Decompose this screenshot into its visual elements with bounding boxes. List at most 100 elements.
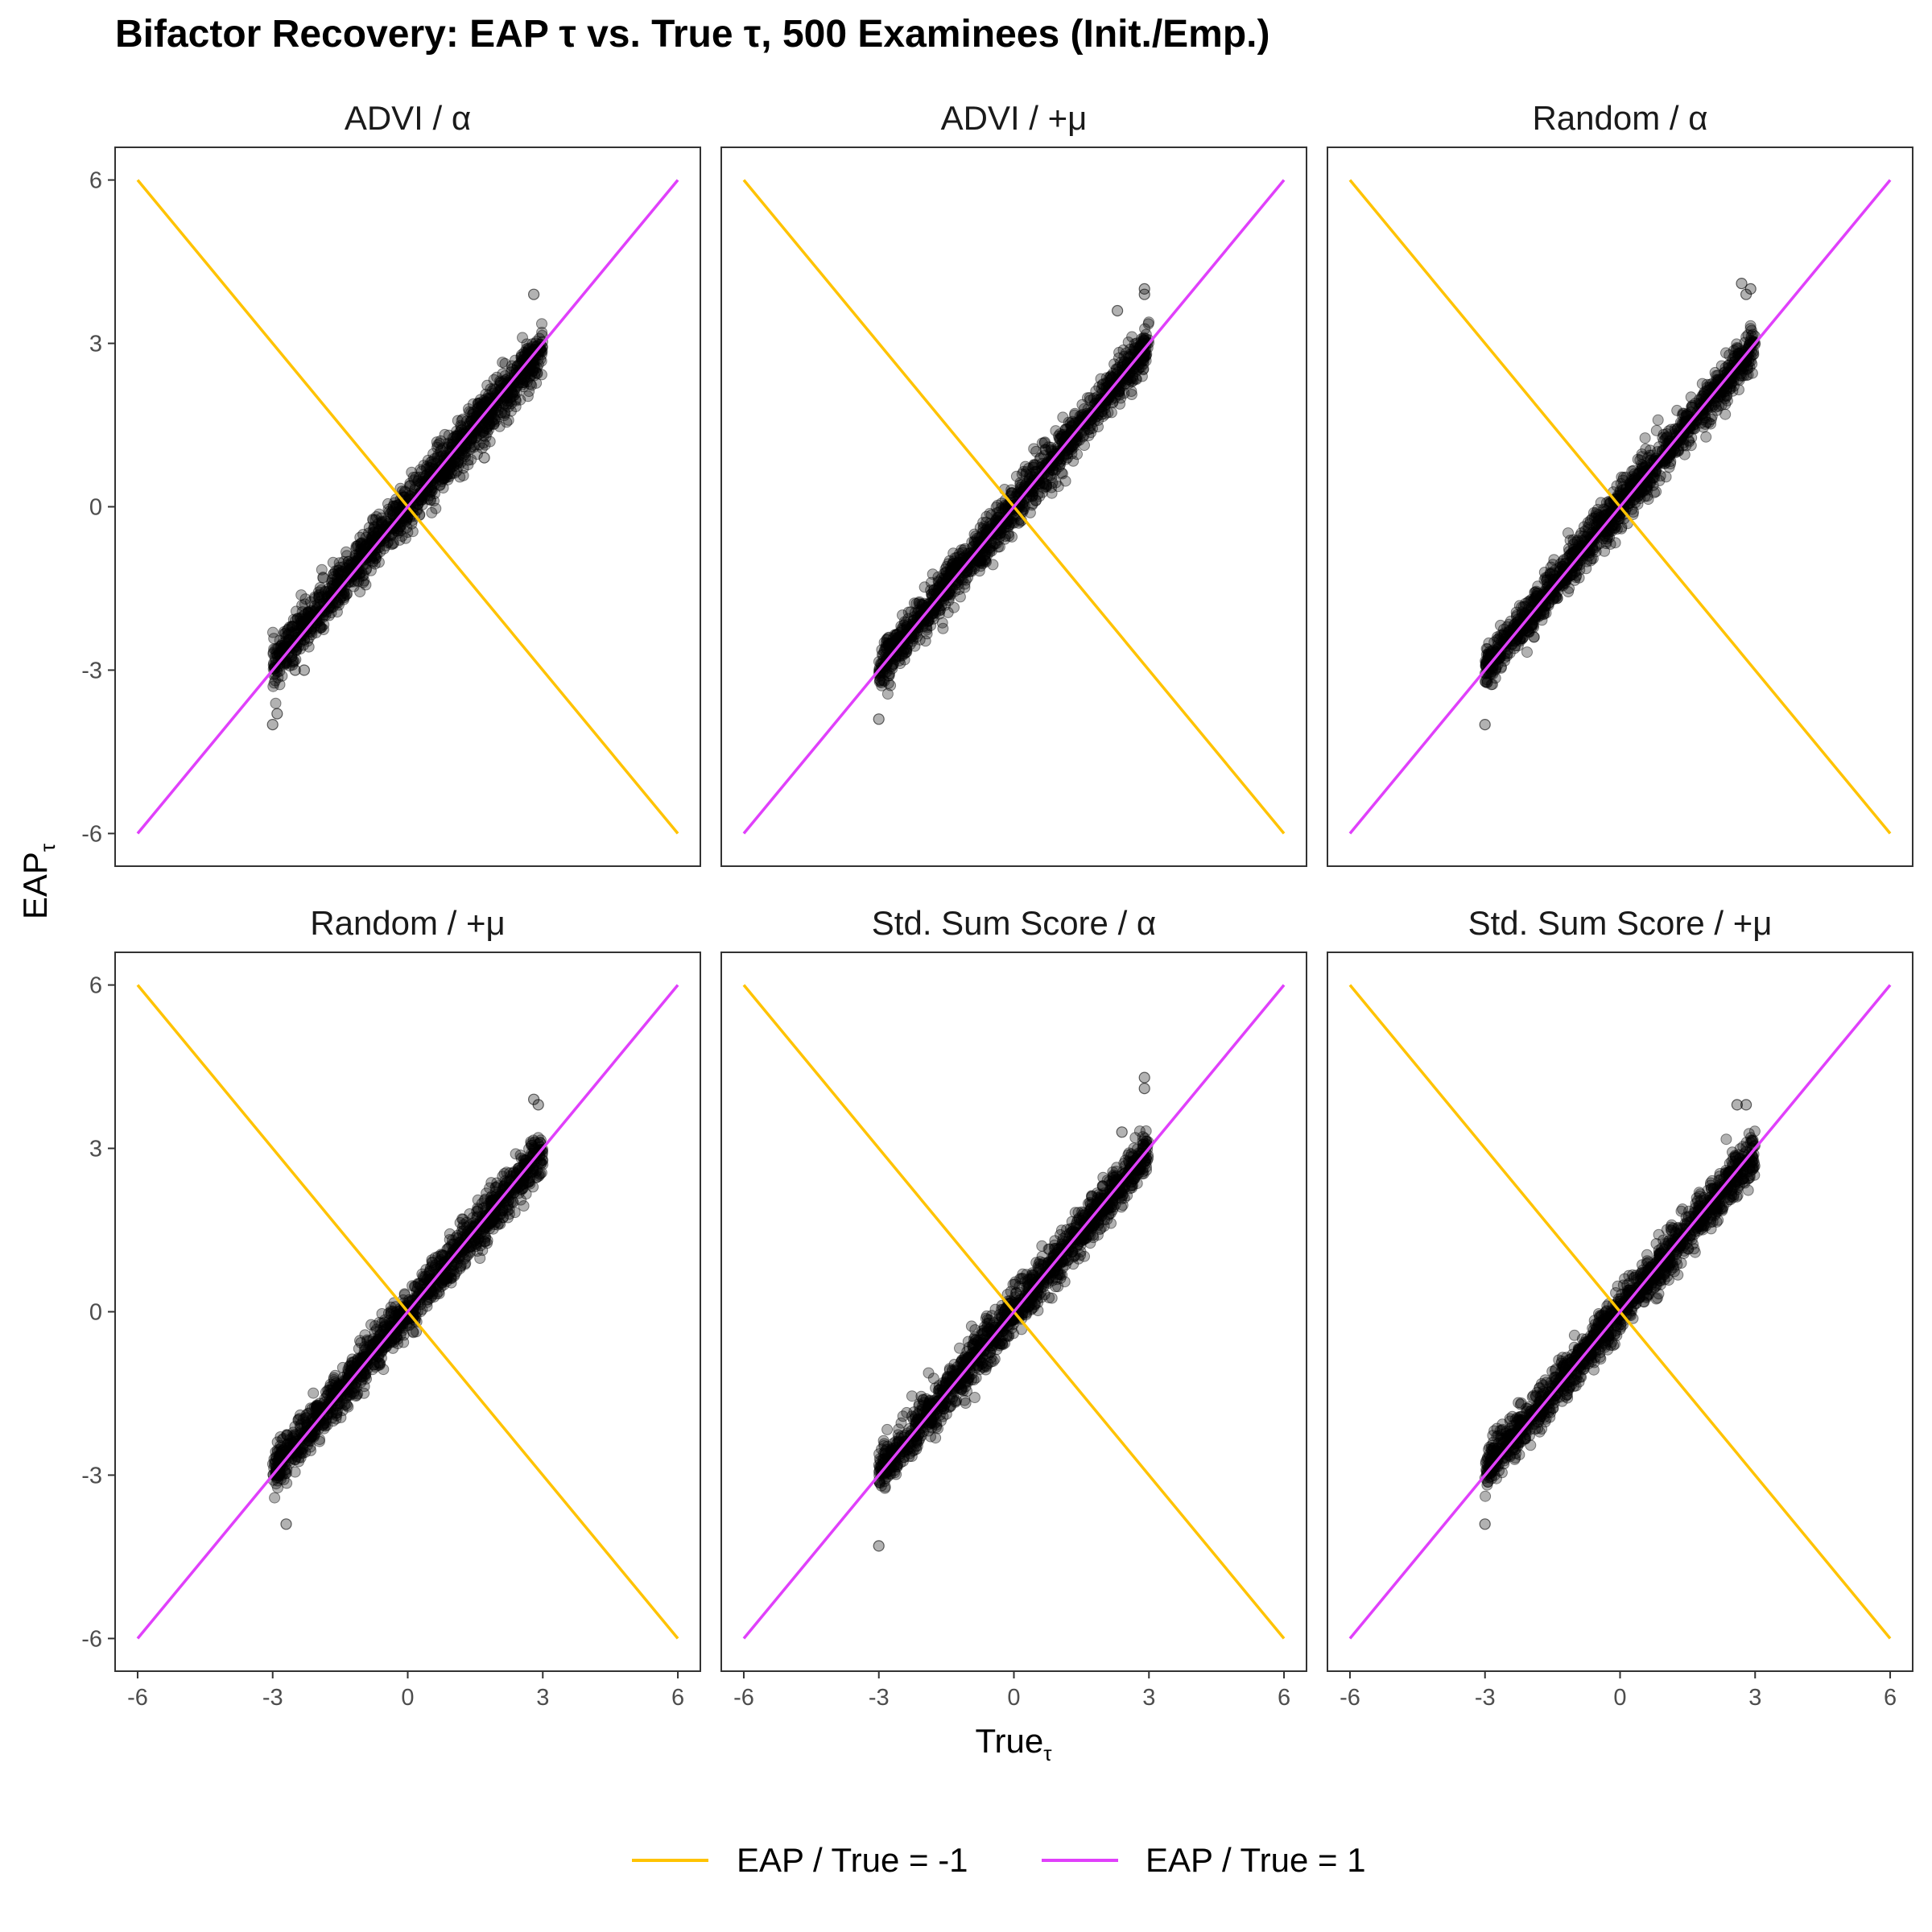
data-point (519, 356, 531, 368)
data-point (1062, 452, 1074, 464)
data-point (429, 488, 440, 500)
data-point (515, 349, 527, 361)
data-point (526, 365, 539, 377)
data-point (358, 575, 370, 587)
data-point (390, 500, 402, 512)
data-point (530, 336, 543, 348)
data-point (391, 525, 403, 537)
data-point (369, 551, 381, 563)
data-point (428, 495, 440, 507)
data-point (341, 588, 353, 600)
data-point (445, 461, 457, 473)
data-point (484, 436, 496, 448)
data-point (370, 552, 382, 564)
data-point (452, 431, 463, 443)
data-point (283, 628, 295, 640)
data-point (308, 1387, 320, 1399)
data-point (286, 621, 298, 632)
data-point (477, 437, 489, 449)
data-point (522, 365, 534, 378)
data-point (437, 442, 449, 454)
data-point (326, 577, 338, 588)
data-point (332, 568, 345, 580)
data-point (341, 546, 352, 558)
data-point (403, 480, 415, 492)
data-point (275, 640, 287, 651)
data-point (1002, 520, 1014, 532)
data-point (283, 634, 295, 646)
data-point (528, 361, 540, 373)
data-point (375, 519, 387, 531)
data-point (351, 575, 363, 587)
data-point (368, 521, 380, 533)
data-point (527, 341, 539, 353)
data-point (1060, 453, 1072, 465)
data-point (502, 395, 513, 407)
data-point (451, 465, 463, 477)
data-point (369, 550, 380, 562)
data-point (360, 540, 372, 552)
data-point (303, 611, 315, 623)
data-point (376, 515, 388, 527)
data-point (1127, 374, 1139, 386)
data-point (279, 636, 291, 648)
data-point (468, 406, 480, 418)
y-tick-label: -3 (81, 658, 102, 683)
data-point (455, 456, 467, 469)
data-point (421, 460, 433, 473)
data-point (518, 374, 530, 386)
data-point (1022, 463, 1034, 474)
data-point (499, 369, 511, 382)
data-point (893, 654, 905, 667)
data-point (382, 503, 394, 515)
data-point (402, 526, 414, 539)
data-point (359, 543, 371, 554)
data-point (465, 433, 477, 445)
y-tick-label: 6 (89, 168, 102, 194)
data-point (361, 563, 373, 575)
data-point (515, 351, 527, 363)
data-point (354, 531, 366, 543)
data-point (1558, 554, 1570, 566)
data-point (368, 539, 380, 551)
data-point (426, 456, 438, 468)
data-point (274, 665, 286, 677)
data-point (350, 543, 362, 555)
data-point (446, 468, 458, 480)
data-point (376, 517, 388, 529)
data-point (438, 473, 450, 485)
data-point (1626, 465, 1638, 477)
data-point (1143, 316, 1155, 328)
data-point (963, 552, 975, 564)
data-point (499, 407, 511, 419)
data-point (297, 617, 308, 628)
data-point (434, 479, 446, 491)
data-point (403, 489, 415, 502)
data-point (518, 377, 530, 388)
data-point (270, 647, 283, 659)
data-point (460, 441, 472, 453)
data-point (363, 522, 375, 534)
data-point (949, 585, 961, 597)
data-point (494, 377, 506, 389)
data-point (354, 586, 366, 598)
data-point (295, 620, 308, 631)
data-point (305, 605, 317, 617)
data-point (408, 474, 420, 486)
data-point (958, 544, 970, 556)
data-point (387, 537, 399, 549)
data-point (390, 502, 402, 513)
data-point (436, 476, 448, 487)
data-point (270, 697, 282, 709)
data-point (267, 680, 279, 692)
data-point-outlier (298, 664, 310, 676)
data-point (493, 420, 506, 432)
data-point (535, 369, 547, 381)
data-point (433, 438, 445, 449)
data-point (1481, 677, 1493, 689)
data-point (530, 337, 542, 349)
data-point (517, 377, 528, 389)
data-point (299, 617, 311, 629)
